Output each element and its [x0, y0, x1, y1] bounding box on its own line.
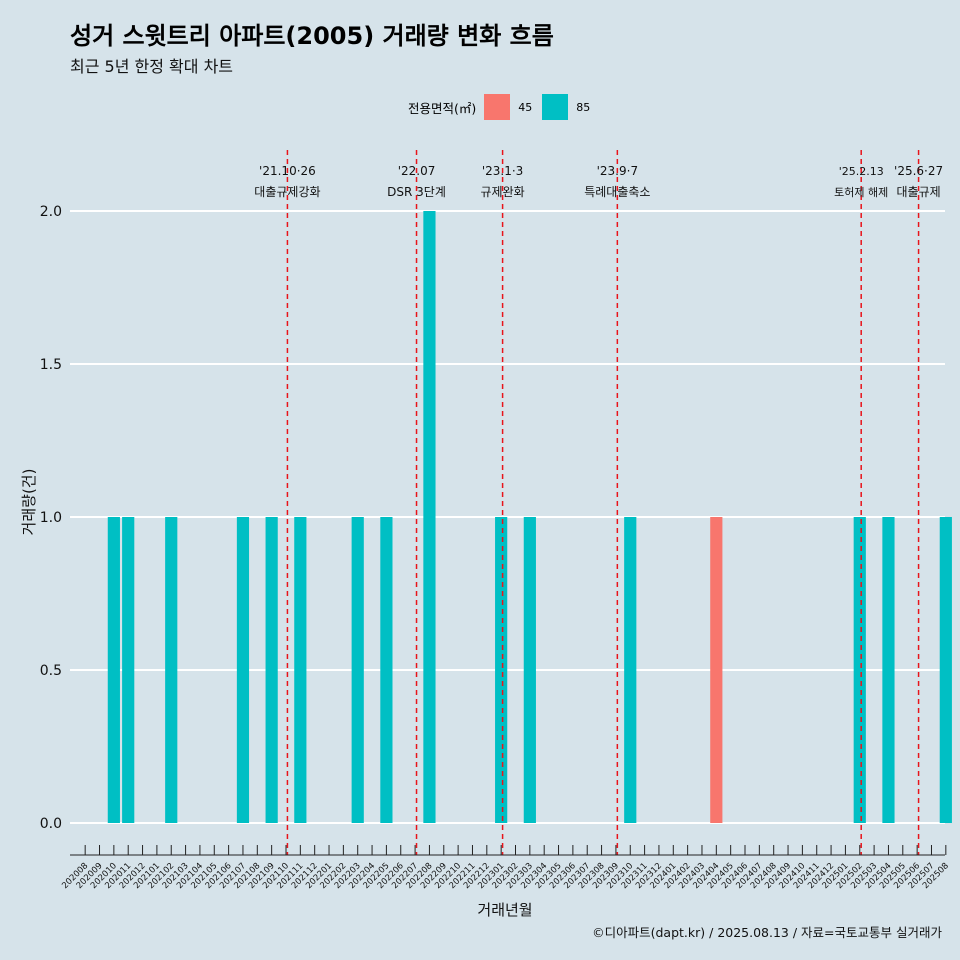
annotation-date: '22.07: [398, 164, 436, 178]
annotation-label: 토허제 해제: [834, 185, 888, 199]
annotation-date: '23.9·7: [597, 164, 638, 178]
legend-label-45: 45: [518, 100, 533, 114]
chart-subtitle: 최근 5년 한정 확대 차트: [70, 57, 234, 76]
y-tick-label: 0.5: [40, 663, 62, 679]
bar-85-202504: [882, 517, 895, 823]
bar-85-202502: [853, 517, 866, 823]
bar-85-202205: [380, 517, 393, 823]
bar-85-202102: [165, 517, 178, 823]
source-caption: ©디아파트(dapt.kr) / 2025.08.13 / 자료=국토교통부 실…: [592, 925, 942, 940]
chart-title: 성거 스윗트리 아파트(2005) 거래량 변화 흐름: [70, 22, 554, 50]
annotation-label: 대출규제강화: [254, 185, 320, 199]
x-axis-title: 거래년월: [477, 901, 532, 919]
annotation-label: DSR 3단계: [387, 185, 446, 199]
annotation-date: '23.1·3: [482, 164, 523, 178]
bar-85-202301: [495, 517, 508, 823]
bar-85-202107: [236, 517, 250, 823]
y-tick-label: 1.0: [40, 510, 62, 526]
annotation-date: '21.10·26: [259, 164, 316, 178]
legend-swatch-85: [542, 94, 569, 120]
y-tick-label: 0.0: [40, 816, 62, 832]
y-axis-title: 거래량(건): [20, 469, 38, 536]
bar-85-202310: [624, 517, 637, 823]
bar-85-202011: [122, 517, 135, 823]
y-tick-label: 1.5: [40, 357, 62, 373]
legend-swatch-45: [484, 94, 511, 120]
annotation-label: 특례대출축소: [584, 185, 650, 199]
annotation-date: '25.6·27: [894, 164, 943, 178]
annotation-date: '25.2.13: [839, 165, 884, 178]
annotation-label: 규제완화: [481, 185, 525, 199]
bar-85-202010: [107, 517, 120, 823]
legend-title: 전용면적(㎡): [408, 100, 477, 116]
legend: 전용면적(㎡) 45 85: [408, 93, 600, 121]
bar-85-202508: [939, 517, 952, 823]
bar-45-202404: [710, 517, 723, 823]
bar-85-202203: [351, 517, 364, 823]
bar-85-202208: [423, 211, 436, 823]
bar-85-202109: [265, 517, 278, 823]
bar-85-202111: [294, 517, 307, 823]
bar-85-202303: [523, 517, 536, 823]
y-tick-label: 2.0: [40, 204, 62, 220]
legend-label-85: 85: [576, 100, 591, 114]
annotation-label: 대출규제: [896, 185, 940, 199]
